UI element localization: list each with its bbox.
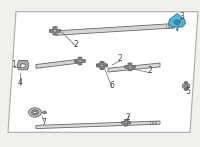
- Circle shape: [54, 27, 56, 28]
- Ellipse shape: [184, 82, 188, 83]
- Polygon shape: [108, 63, 160, 72]
- Circle shape: [184, 85, 188, 87]
- Circle shape: [129, 63, 131, 64]
- Text: 4: 4: [18, 78, 22, 87]
- Circle shape: [59, 30, 61, 32]
- Text: 1: 1: [12, 60, 16, 69]
- FancyBboxPatch shape: [78, 57, 82, 65]
- FancyBboxPatch shape: [75, 60, 85, 62]
- FancyBboxPatch shape: [124, 120, 128, 126]
- Circle shape: [78, 60, 82, 62]
- Text: 3: 3: [180, 12, 184, 21]
- Text: 6: 6: [110, 81, 114, 90]
- Circle shape: [185, 89, 187, 90]
- Circle shape: [128, 66, 132, 68]
- Circle shape: [20, 64, 26, 68]
- FancyBboxPatch shape: [97, 64, 107, 67]
- FancyBboxPatch shape: [100, 62, 104, 69]
- Text: 5: 5: [186, 87, 190, 96]
- Polygon shape: [8, 12, 198, 132]
- Circle shape: [129, 69, 131, 71]
- FancyBboxPatch shape: [128, 63, 132, 71]
- Circle shape: [185, 82, 187, 83]
- Circle shape: [100, 64, 104, 67]
- Circle shape: [79, 57, 81, 59]
- Polygon shape: [17, 60, 29, 70]
- Circle shape: [182, 83, 190, 89]
- Text: 2: 2: [118, 54, 122, 63]
- Circle shape: [43, 111, 46, 114]
- Circle shape: [29, 108, 41, 117]
- Circle shape: [49, 30, 51, 32]
- Circle shape: [122, 122, 123, 123]
- FancyBboxPatch shape: [122, 122, 130, 124]
- Circle shape: [125, 120, 127, 121]
- Circle shape: [34, 111, 36, 113]
- Polygon shape: [36, 59, 78, 68]
- Ellipse shape: [184, 89, 188, 90]
- Circle shape: [124, 122, 128, 124]
- FancyBboxPatch shape: [53, 27, 57, 35]
- Circle shape: [101, 62, 103, 63]
- Polygon shape: [169, 14, 185, 27]
- Circle shape: [105, 65, 107, 66]
- Circle shape: [125, 66, 127, 67]
- FancyBboxPatch shape: [97, 64, 107, 67]
- Circle shape: [105, 65, 107, 66]
- Circle shape: [174, 20, 180, 24]
- FancyBboxPatch shape: [49, 29, 61, 32]
- Circle shape: [75, 60, 77, 62]
- Circle shape: [53, 29, 57, 32]
- Circle shape: [100, 64, 104, 67]
- Circle shape: [31, 110, 39, 115]
- Circle shape: [97, 65, 99, 66]
- Polygon shape: [56, 24, 174, 35]
- Text: 2: 2: [74, 40, 78, 49]
- Circle shape: [101, 62, 103, 63]
- Text: 2: 2: [148, 66, 152, 75]
- Circle shape: [83, 60, 85, 62]
- Circle shape: [125, 125, 127, 126]
- Circle shape: [101, 68, 103, 69]
- Circle shape: [54, 34, 56, 35]
- Text: 7: 7: [42, 117, 46, 127]
- Polygon shape: [36, 121, 160, 129]
- Circle shape: [44, 112, 45, 113]
- Circle shape: [97, 65, 99, 66]
- Circle shape: [79, 64, 81, 65]
- Circle shape: [176, 29, 178, 30]
- Circle shape: [101, 68, 103, 69]
- FancyBboxPatch shape: [125, 65, 135, 68]
- FancyBboxPatch shape: [100, 62, 104, 69]
- Text: 2: 2: [126, 113, 130, 122]
- Circle shape: [129, 122, 130, 123]
- Circle shape: [133, 66, 135, 67]
